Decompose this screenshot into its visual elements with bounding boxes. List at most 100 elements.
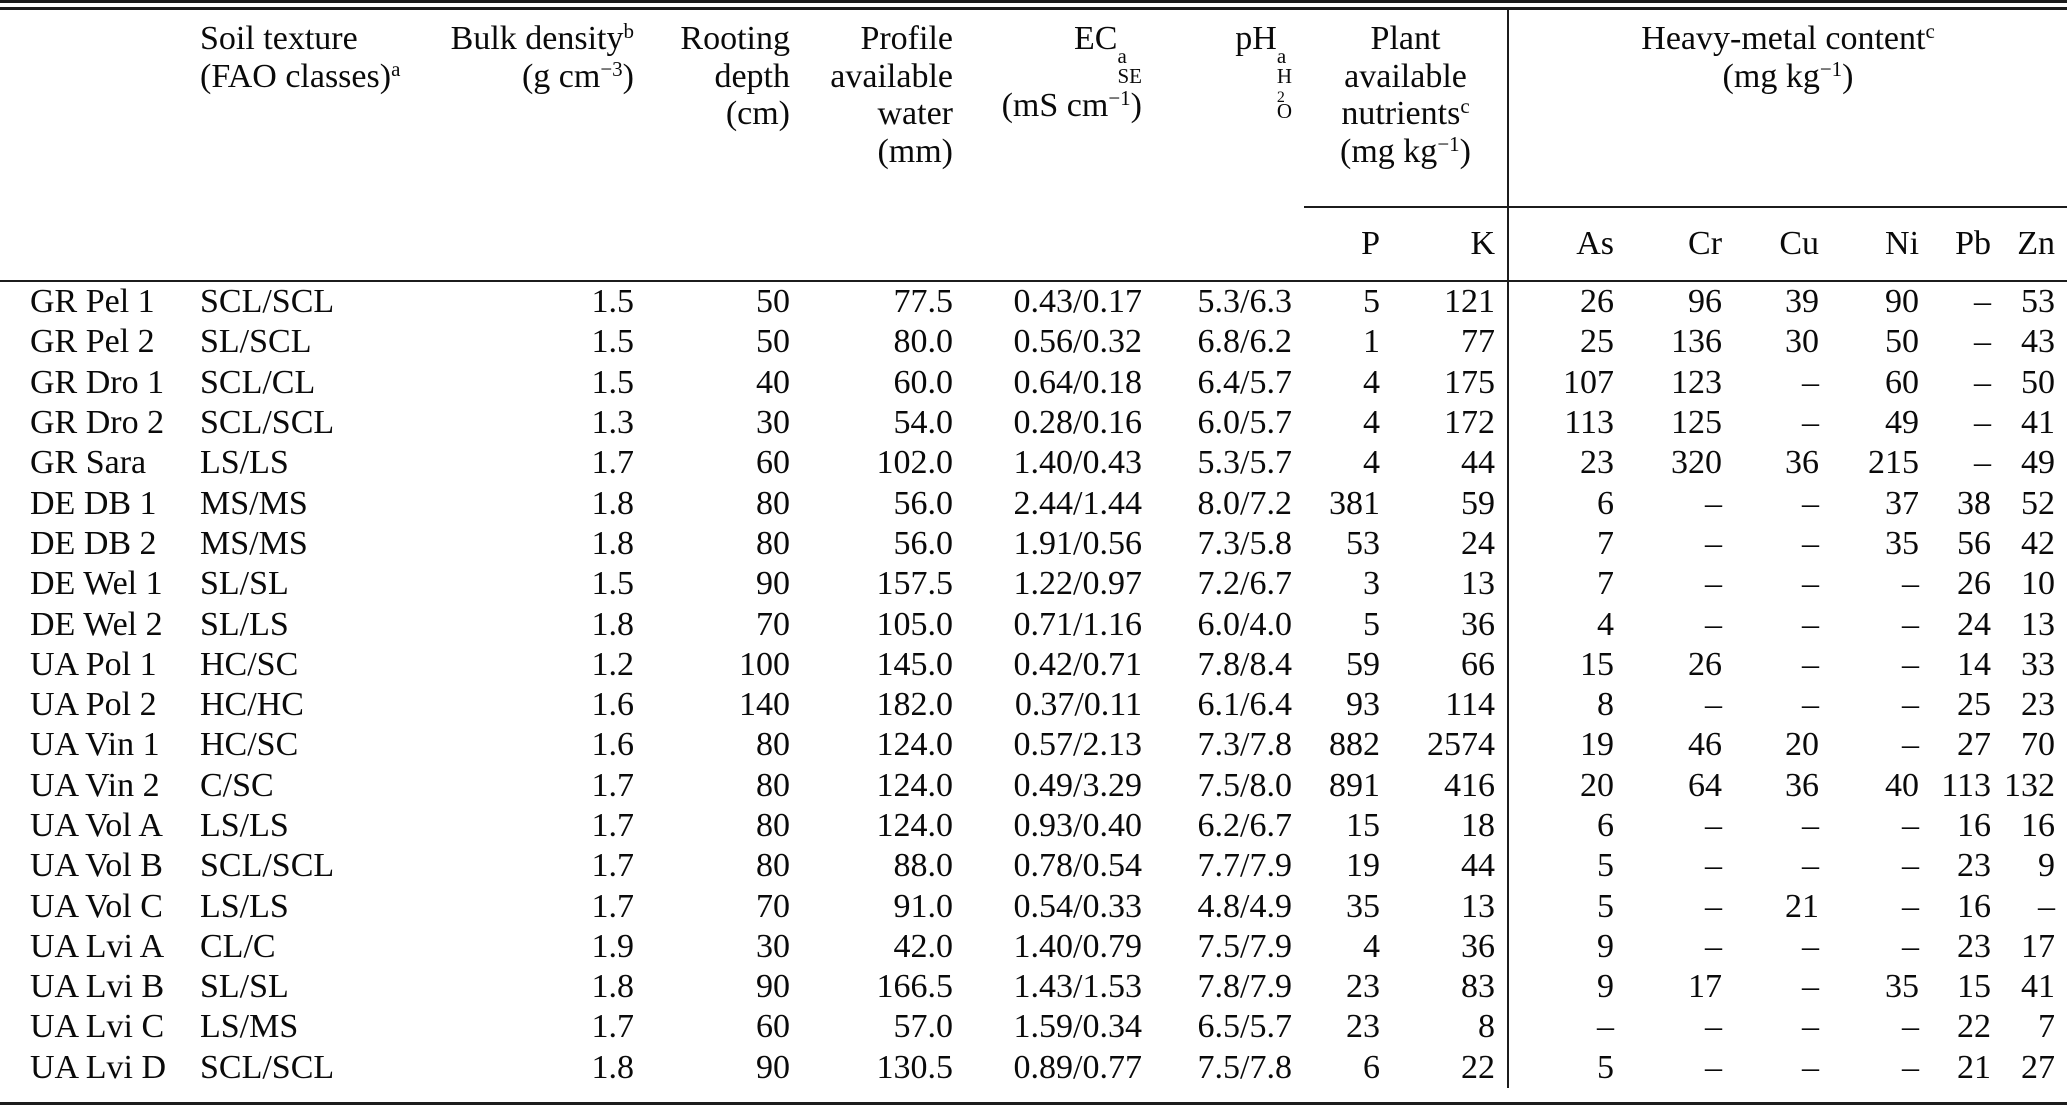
table-cell: 53 xyxy=(2021,283,2056,321)
table-cell: 7 xyxy=(1507,523,1627,565)
table-cell: 0.89/0.77 xyxy=(1013,1048,1142,1086)
sample-id-cell: UA Lvi A xyxy=(30,927,165,965)
table-row: DE DB 2 MS/MS 1.8 80 56.0 1.91/0.56 7.3/5.8 53 2… xyxy=(0,523,2067,565)
table-cell: 6.0/4.0 xyxy=(1197,605,1292,643)
sample-id-cell: UA Vol B xyxy=(30,847,163,885)
sample-id-cell: DE DB 2 xyxy=(30,524,157,562)
table-cell: 90 xyxy=(756,565,790,603)
table-cell: 17 xyxy=(1688,968,1723,1006)
table-cell: 59 xyxy=(1346,645,1380,683)
table-cell: CL/C xyxy=(200,927,276,965)
table-cell: 80 xyxy=(756,847,790,885)
table-cell: 88.0 xyxy=(893,847,954,885)
table-cell: 93 xyxy=(1346,686,1380,724)
table-cell: 105.0 xyxy=(876,605,954,643)
table-cell: 60 xyxy=(756,444,790,482)
table-cell: – xyxy=(1705,1008,1723,1046)
table-bottom-rule xyxy=(0,1101,2067,1105)
sample-id-cell: GR Sara xyxy=(30,444,147,482)
table-cell: 36 xyxy=(1785,766,1820,804)
header-rooting-depth: Rooting depth (cm) xyxy=(646,10,802,207)
table-cell: – xyxy=(1974,283,1992,321)
table-cell: 41 xyxy=(2021,404,2056,442)
sample-id-cell: UA Vol A xyxy=(30,807,163,844)
table-cell: 22 xyxy=(1461,1048,1496,1086)
table-cell: – xyxy=(1802,645,1820,683)
table-cell: 320 xyxy=(1671,444,1723,482)
table-row: UA Vol A LS/LS 1.7 80 124.0 0.93/0.40 6.2/6.7 1… xyxy=(0,805,2067,847)
table-cell: 40 xyxy=(756,363,790,401)
table-top-rule xyxy=(0,0,2067,10)
table-cell: 1.8 xyxy=(591,484,635,522)
table-cell: 6.4/5.7 xyxy=(1197,363,1292,401)
ec-subscript: SE xyxy=(1117,63,1142,88)
table-cell: 60.0 xyxy=(893,363,954,401)
table-cell: 1.91/0.56 xyxy=(1013,524,1142,562)
table-cell: – xyxy=(1802,847,1820,885)
table-row: UA Lvi A CL/C 1.9 30 42.0 1.40/0.79 7.5/7.9 4 36… xyxy=(0,926,2067,968)
table-cell: 381 xyxy=(1329,484,1380,522)
table-cell: 36 xyxy=(1461,605,1496,643)
table-cell: 77 xyxy=(1461,323,1496,361)
table-cell: 1.7 xyxy=(591,887,635,925)
table-cell: – xyxy=(1705,605,1723,643)
table-cell: – xyxy=(1902,565,1920,603)
table-cell: 7.2/6.7 xyxy=(1197,565,1292,603)
subheader-zn: Zn xyxy=(2003,207,2067,282)
table-cell: – xyxy=(1705,565,1723,603)
sample-id-cell: UA Pol 2 xyxy=(30,686,157,724)
table-row: UA Pol 2 HC/HC 1.6 140 182.0 0.37/0.11 6.1/6.4… xyxy=(0,684,2067,726)
table-cell: 891 xyxy=(1329,766,1380,804)
table-row: GR Pel 2 SL/SCL 1.5 50 80.0 0.56/0.32 6.8/6.2 1… xyxy=(0,322,2067,363)
table-cell: 36 xyxy=(1785,444,1820,482)
table-cell: 50 xyxy=(1885,323,1920,361)
table-cell: – xyxy=(1802,565,1820,603)
table-cell: 83 xyxy=(1461,968,1496,1006)
table-cell: 49 xyxy=(2021,444,2056,482)
sample-id-cell: DE DB 1 xyxy=(30,484,157,522)
table-cell: 15 xyxy=(1346,807,1380,844)
table-cell: 7.3/7.8 xyxy=(1197,726,1292,764)
table-cell: – xyxy=(1802,1008,1820,1046)
subheader-cu: Cu xyxy=(1734,207,1832,282)
table-cell: 53 xyxy=(1346,524,1380,562)
table-cell: – xyxy=(1974,363,1992,401)
table-cell: 56.0 xyxy=(893,524,954,562)
table-row: GR Pel 1 SCL/SCL 1.5 50 77.5 0.43/0.17 5.3/6.3… xyxy=(0,281,2067,323)
table-cell: 13 xyxy=(1461,887,1496,925)
table-cell: 54.0 xyxy=(893,404,954,442)
table-cell: 0.28/0.16 xyxy=(1013,404,1142,442)
table-cell: 882 xyxy=(1329,726,1380,764)
table-cell: 25 xyxy=(1507,322,1627,363)
table-header: Soil texture (FAO classes)a Bulk density… xyxy=(0,10,2067,282)
table-cell: 1.7 xyxy=(591,766,635,804)
table-cell: 1.40/0.43 xyxy=(1013,444,1142,482)
table-cell: 46 xyxy=(1688,726,1723,764)
table-cell: 23 xyxy=(1346,968,1380,1006)
table-cell: 3 xyxy=(1363,565,1380,603)
table-cell: 0.71/1.16 xyxy=(1013,605,1142,643)
table-cell: 66 xyxy=(1461,645,1496,683)
header-unit: (cm) xyxy=(725,95,790,132)
header-unit: (g cm−3) xyxy=(521,56,634,95)
table-cell: 8.0/7.2 xyxy=(1197,484,1292,522)
table-cell: – xyxy=(1705,524,1723,562)
table-cell: 38 xyxy=(1957,484,1992,522)
header-line: nutrientsc xyxy=(1341,94,1470,132)
table-cell: 23 xyxy=(2021,686,2056,724)
header-bulk-density: Bulk densityb (g cm−3) xyxy=(410,10,646,207)
table-cell: – xyxy=(1705,887,1723,925)
table-cell: 1.22/0.97 xyxy=(1013,565,1142,603)
table-cell: 0.64/0.18 xyxy=(1013,363,1142,401)
sample-id-cell: UA Vin 1 xyxy=(30,726,160,764)
table-cell: 35 xyxy=(1885,968,1920,1006)
table-row: UA Lvi B SL/SL 1.8 90 166.5 1.43/1.53 7.8/7.9 2… xyxy=(0,967,2067,1008)
table-cell: 77.5 xyxy=(893,283,954,321)
table-cell: 25 xyxy=(1957,686,1992,724)
table-body: GR Pel 1 SCL/SCL 1.5 50 77.5 0.43/0.17 5.3/6.3… xyxy=(0,281,2067,1088)
table-cell: 57.0 xyxy=(893,1008,954,1046)
table-cell: 24 xyxy=(1957,605,1992,643)
table-cell: 13 xyxy=(2021,605,2056,643)
sample-id-cell: GR Dro 2 xyxy=(30,404,165,442)
table-cell: 113 xyxy=(1507,402,1627,444)
